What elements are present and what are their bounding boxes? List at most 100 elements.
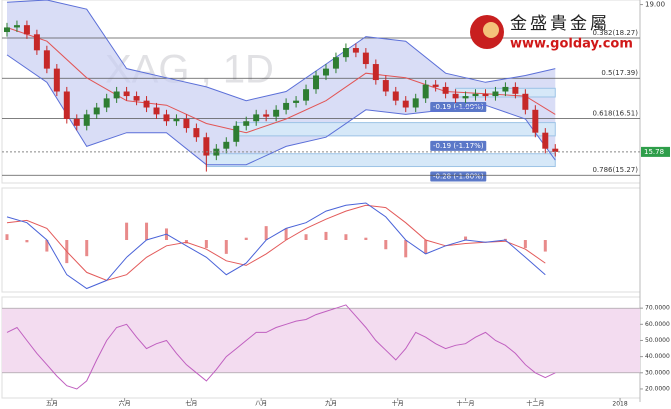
candle-body	[93, 107, 100, 115]
candle-body	[402, 100, 409, 108]
candle-body	[33, 34, 40, 51]
x-tick-label: 六月	[119, 400, 131, 408]
candle-body	[213, 148, 220, 156]
macd-histogram-bar	[284, 228, 288, 240]
fib-label: 0.382(18.27)	[592, 29, 638, 37]
candle-body	[3, 27, 10, 33]
macd-histogram-bar	[264, 226, 268, 240]
x-tick-label: 十二月	[526, 400, 544, 408]
last-price-tag	[641, 146, 670, 157]
x-tick-label: 八月	[255, 401, 267, 408]
x-tick-label: 2018	[612, 401, 627, 408]
candle-body	[432, 84, 439, 87]
candle-body	[53, 68, 60, 92]
candle-body	[73, 118, 80, 126]
y-tick-label: 19.00	[645, 1, 665, 9]
candle-body	[203, 137, 210, 156]
macd-histogram-bar	[125, 222, 129, 240]
signal-line	[6, 204, 546, 281]
logo-inner	[483, 22, 499, 38]
rsi-line	[6, 304, 556, 390]
candle-body	[332, 57, 339, 69]
range-label-bg	[430, 140, 487, 151]
macd-histogram-bar	[304, 234, 308, 240]
macd-histogram-bar	[145, 222, 149, 240]
candle-body	[313, 75, 320, 90]
fib-label: 0.5(17.39)	[601, 69, 638, 77]
macd-histogram-bar	[424, 240, 428, 254]
candle-body	[342, 48, 349, 58]
candle-body	[412, 98, 419, 108]
range-label-bg	[430, 171, 487, 182]
fib-label: 0.618(16.51)	[592, 109, 638, 117]
rsi-band	[2, 308, 640, 373]
candle-body	[113, 91, 120, 99]
candle-body	[223, 141, 230, 149]
candle-body	[283, 102, 290, 110]
candle-body	[362, 52, 369, 65]
candle-body	[462, 96, 469, 99]
macd-histogram-bar	[384, 240, 388, 250]
candle-body	[422, 84, 429, 99]
candle-body	[322, 68, 329, 76]
macd-histogram-bar	[324, 231, 328, 240]
macd-histogram-bar	[244, 237, 248, 240]
band-lower	[6, 54, 556, 166]
macd-histogram-bar	[85, 240, 89, 257]
brand-name: 金盛貴金屬	[510, 14, 610, 34]
candle-body	[512, 86, 519, 94]
macd-histogram-bar	[464, 236, 468, 240]
macd-histogram-bar	[543, 240, 547, 252]
candle-body	[492, 91, 499, 97]
macd-histogram-bar	[404, 240, 408, 258]
fib-label: 0.786(15.27)	[592, 166, 638, 174]
candle-body	[303, 89, 310, 101]
x-tick-label: 十一月	[457, 400, 475, 408]
range-label: -0.28 (-1.80%)	[433, 173, 484, 181]
candle-body	[502, 86, 509, 92]
candle-body	[452, 93, 459, 99]
candle-body	[522, 93, 529, 110]
candle-body	[43, 50, 50, 69]
candle-body	[63, 91, 70, 119]
macd-histogram-bar	[344, 234, 348, 240]
candle-body	[273, 109, 280, 117]
macd-histogram-bar	[503, 238, 507, 240]
x-tick-label: 九月	[325, 400, 337, 408]
macd-line	[6, 202, 546, 290]
candle-body	[532, 109, 539, 133]
candle-body	[133, 96, 140, 101]
candle-body	[13, 25, 20, 28]
candle-body	[392, 91, 399, 101]
candle-body	[482, 93, 489, 97]
range-label: -0.19 (-1.17%)	[433, 142, 484, 150]
candle-body	[442, 86, 449, 94]
x-tick-label: 七月	[185, 400, 197, 408]
candle-body	[103, 98, 110, 108]
y-tick-label: 20.0000	[645, 385, 670, 392]
macd-histogram-bar	[204, 240, 208, 249]
macd-histogram-bar	[364, 237, 368, 240]
candle-body	[243, 121, 250, 126]
candle-body	[263, 114, 270, 117]
macd-histogram-bar	[5, 234, 9, 240]
macd-histogram-bar	[523, 240, 527, 249]
last-price-label: 15.78	[644, 148, 664, 156]
macd-histogram-bar	[45, 240, 49, 252]
y-tick-label: 70.0000	[645, 305, 670, 312]
candle-body	[372, 64, 379, 81]
candle-body	[293, 100, 300, 103]
logo: 金盛貴金屬 www.golday.com	[470, 14, 633, 52]
candle-body	[253, 114, 260, 122]
macd-histogram-bar	[224, 240, 228, 254]
candle-body	[472, 93, 479, 97]
range-box	[205, 153, 556, 168]
candle-body	[193, 128, 200, 138]
y-tick-label: 60.0000	[645, 321, 670, 328]
candle-body	[183, 118, 190, 129]
y-tick-label: 40.0000	[645, 353, 670, 360]
candle-body	[23, 25, 30, 35]
brand-url: www.golday.com	[510, 37, 633, 52]
candle-body	[143, 100, 150, 108]
